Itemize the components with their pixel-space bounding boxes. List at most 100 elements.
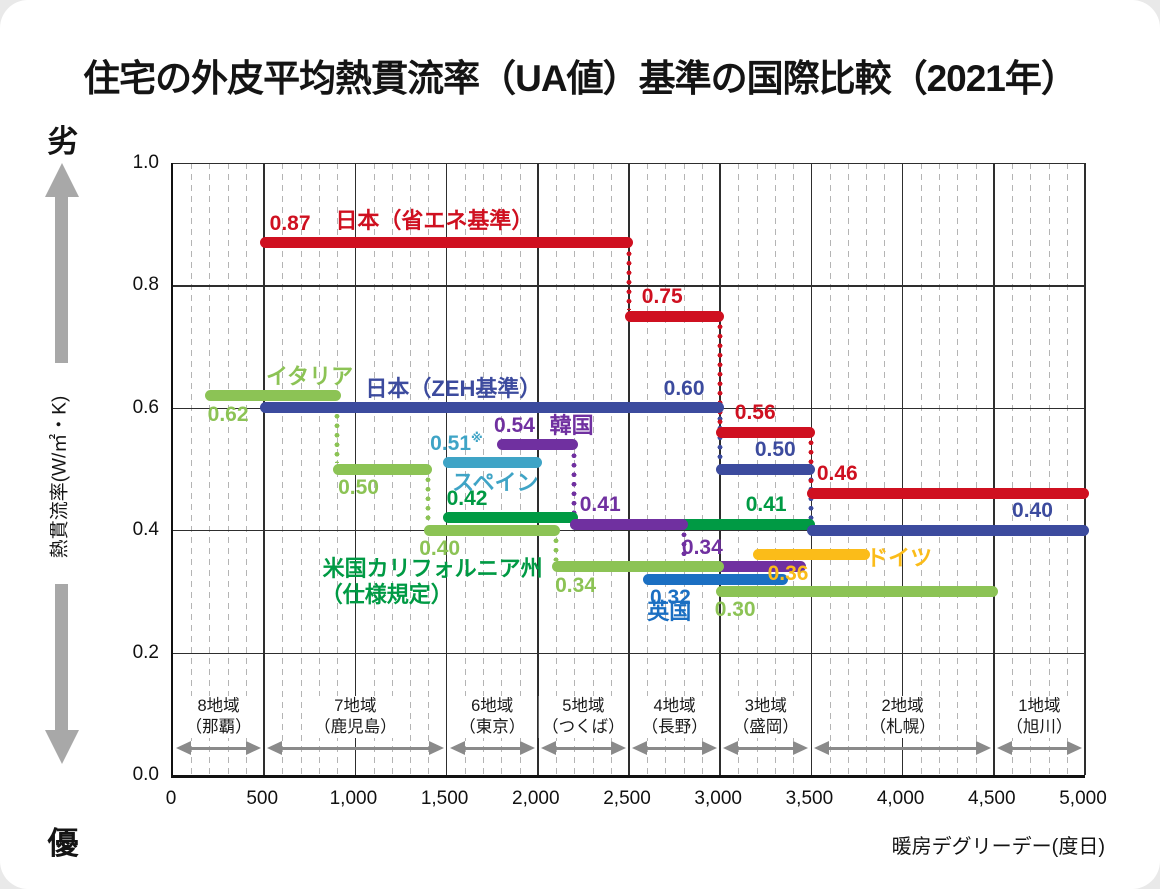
gridline-minor (975, 163, 977, 775)
region-label: 6地域 （東京） (456, 696, 529, 738)
segment-italy-0.34 (552, 561, 725, 573)
gridline-horizontal (173, 163, 1085, 165)
connector-japan_zeh (808, 475, 815, 525)
gridline-minor (610, 163, 612, 775)
gridline-horizontal (173, 652, 1085, 654)
y-tick-label: 0.6 (132, 396, 159, 418)
segment-california-0.42 (442, 512, 579, 524)
segment-korea-0.54 (497, 439, 579, 451)
value-label-italy: 0.62 (207, 402, 249, 426)
region-arrow-right-icon (1067, 741, 1082, 755)
gridline-minor (829, 163, 831, 775)
value-label-korea: 0.41 (579, 493, 621, 517)
connector-japan_shoene (717, 322, 724, 427)
series-label-uk: 英国 (647, 598, 692, 624)
region-arrow-left-icon (996, 741, 1012, 755)
gridline-major (993, 163, 995, 775)
gridline-major (537, 163, 539, 775)
segment-japan_zeh-0.4 (807, 524, 1089, 536)
region-label: 3地域 （盛岡） (729, 696, 802, 738)
segment-japan_shoene-0.87 (260, 237, 633, 249)
gridline-major (901, 163, 904, 775)
gridline-minor (501, 163, 503, 775)
segment-japan_zeh-0.6 (260, 402, 725, 414)
gridline-minor (920, 163, 922, 775)
region-arrow-left-icon (176, 741, 191, 755)
gridline-major (263, 163, 265, 775)
segment-japan_shoene-0.46 (807, 487, 1089, 499)
region-arrow-shaft (187, 747, 251, 750)
region-arrow-right-icon (519, 741, 535, 755)
value-label-japan_zeh: 0.60 (663, 376, 705, 400)
gridline-minor (209, 163, 211, 775)
gridline-minor (957, 163, 959, 775)
gridline-minor (884, 163, 886, 775)
region-arrow-left-icon (449, 741, 465, 755)
region-arrow-left-icon (723, 741, 739, 755)
gridline-minor (939, 163, 941, 775)
region-label: 4地域 （長野） (638, 696, 711, 738)
connector-japan_shoene (626, 248, 632, 310)
gridline-minor (245, 163, 247, 775)
plot-area: 8地域 （那覇） 7地域 （鹿児島） 6地域 （東京） 5地域 （つくば） 4地域 （長野） 3地域… (171, 163, 1089, 778)
segment-korea-0.41 (570, 518, 688, 530)
region-arrow-right-icon (975, 741, 991, 755)
region-arrow-left-icon (267, 741, 283, 755)
y-tick-label: 0.0 (132, 764, 159, 785)
region-arrow-shaft (460, 747, 524, 750)
region-arrow-right-icon (702, 741, 718, 755)
gridline-major (1084, 163, 1086, 775)
region-arrow-right-icon (428, 741, 444, 755)
x-tick-label: 5,000 (1059, 788, 1107, 809)
connector-italy (425, 475, 432, 525)
series-label-korea: 韓国 (549, 412, 594, 438)
series-label-japan_zeh: 日本（ZEH基準） (365, 375, 542, 401)
connector-korea (680, 530, 687, 561)
segment-korea-0.34 (679, 561, 807, 573)
footnote-mark: ※ (471, 430, 483, 445)
value-label-italy: 0.40 (419, 537, 461, 561)
y-tick-label: 0.4 (132, 519, 159, 541)
x-tick-label: 3,000 (694, 788, 742, 809)
segment-italy-0.62 (205, 390, 342, 402)
segment-california-0.41 (570, 518, 816, 530)
gridline-minor (847, 163, 849, 775)
up-arrow-icon (45, 163, 79, 197)
region-arrow-right-icon (246, 741, 262, 755)
y-tick-label: 0.8 (132, 274, 159, 296)
x-axis-label: 暖房デグリーデー(度日) (891, 836, 1105, 858)
segment-germany-0.36 (752, 549, 871, 561)
series-label-japan_shoene: 日本（省エネ基準） (335, 207, 534, 233)
gridline-minor (300, 163, 302, 775)
gridline-minor (464, 163, 466, 775)
region-arrow-right-icon (793, 741, 809, 755)
down-arrow-icon (45, 730, 79, 764)
gridline-minor (701, 163, 703, 775)
x-tick-label: 500 (246, 788, 279, 809)
value-label-japan_shoene: 0.56 (734, 401, 776, 425)
value-label-japan_shoene: 0.87 (269, 211, 311, 235)
gridline-minor (556, 163, 558, 775)
connector-japan_zeh (717, 413, 724, 463)
value-label-japan_zeh: 0.40 (1012, 499, 1053, 523)
segment-italy-0.3 (716, 585, 998, 597)
segment-japan_zeh-0.5 (716, 463, 816, 475)
region-arrow-shaft (551, 747, 615, 750)
x-tick-label: 4,500 (968, 788, 1016, 809)
gridline-minor (318, 163, 320, 775)
value-label-korea: 0.54 (494, 413, 535, 437)
up-arrow-shaft (55, 196, 68, 363)
series-label-germany: ドイツ (866, 545, 933, 571)
gridline-minor (191, 163, 193, 775)
region-arrow-shaft (1007, 747, 1071, 750)
region-label: 5地域 （つくば） (539, 696, 628, 738)
gridline-minor (647, 163, 649, 775)
gridline-minor (282, 163, 284, 775)
value-label-japan_shoene: 0.46 (816, 462, 858, 486)
x-tick-label: 2,000 (512, 788, 560, 809)
gridline-minor (227, 163, 229, 775)
region-label: 8地域 （那覇） (182, 696, 255, 738)
gridline-minor (1030, 163, 1032, 775)
value-label-italy: 0.50 (338, 476, 379, 499)
y-tick-label: 1.0 (132, 152, 159, 173)
